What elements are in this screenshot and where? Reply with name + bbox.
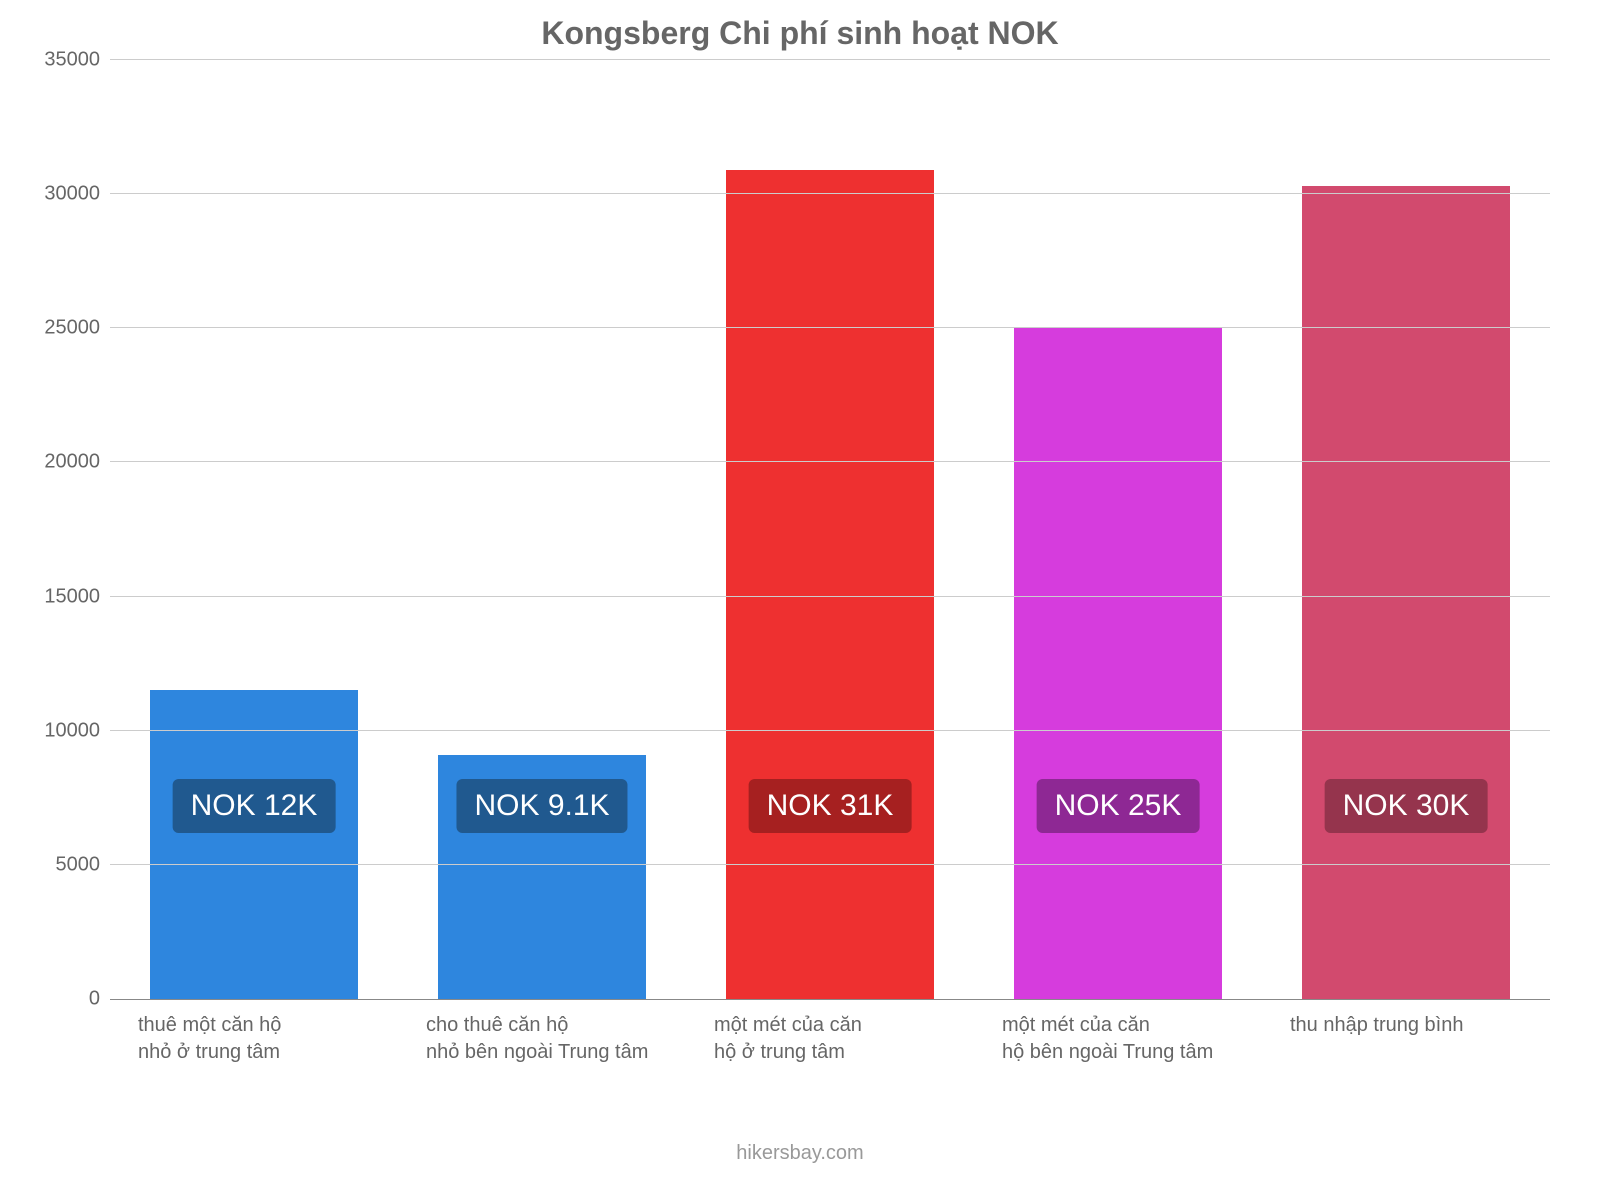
grid-line	[110, 730, 1550, 731]
grid-line	[110, 59, 1550, 60]
x-axis-labels: thuê một căn hộnhỏ ở trung tâmcho thuê c…	[110, 1012, 1550, 1066]
value-badge: NOK 31K	[749, 779, 912, 833]
y-tick-label: 15000	[20, 585, 110, 608]
y-tick-label: 10000	[20, 719, 110, 742]
bar	[1302, 186, 1509, 999]
value-badge: NOK 12K	[173, 779, 336, 833]
y-tick-label: 35000	[20, 49, 110, 72]
bar	[1014, 328, 1221, 999]
y-tick-label: 25000	[20, 317, 110, 340]
grid-line	[110, 193, 1550, 194]
bar	[150, 690, 357, 999]
x-axis-label: cho thuê căn hộnhỏ bên ngoài Trung tâm	[398, 1012, 686, 1066]
bar-slot: NOK 30K	[1262, 60, 1550, 999]
x-axis-label: thuê một căn hộnhỏ ở trung tâm	[110, 1012, 398, 1066]
grid-line	[110, 327, 1550, 328]
y-tick-label: 30000	[20, 183, 110, 206]
bar-slot: NOK 25K	[974, 60, 1262, 999]
value-badge: NOK 25K	[1037, 779, 1200, 833]
x-axis-label: thu nhập trung bình	[1262, 1012, 1550, 1066]
grid-line	[110, 461, 1550, 462]
grid-line	[110, 864, 1550, 865]
chart-title: Kongsberg Chi phí sinh hoạt NOK	[0, 15, 1600, 52]
value-badge: NOK 9.1K	[456, 779, 627, 833]
x-axis-label: một mét của cănhộ bên ngoài Trung tâm	[974, 1012, 1262, 1066]
footer-attribution: hikersbay.com	[0, 1142, 1600, 1165]
grid-line	[110, 596, 1550, 597]
plot-area: NOK 12KNOK 9.1KNOK 31KNOK 25KNOK 30K 050…	[110, 60, 1550, 1000]
bar-slot: NOK 12K	[110, 60, 398, 999]
y-tick-label: 0	[20, 988, 110, 1011]
bars-group: NOK 12K NOK 9.1K NOK 31K NOK 25K NOK 30K	[110, 60, 1550, 999]
bar-slot: NOK 31K	[686, 60, 974, 999]
x-axis-label: một mét của cănhộ ở trung tâm	[686, 1012, 974, 1066]
value-badge: NOK 30K	[1325, 779, 1488, 833]
chart-container: Kongsberg Chi phí sinh hoạt NOK NOK 12KN…	[0, 0, 1600, 1200]
bar	[726, 170, 933, 999]
y-tick-label: 5000	[20, 853, 110, 876]
bar-slot: NOK 9.1K	[398, 60, 686, 999]
y-tick-label: 20000	[20, 451, 110, 474]
